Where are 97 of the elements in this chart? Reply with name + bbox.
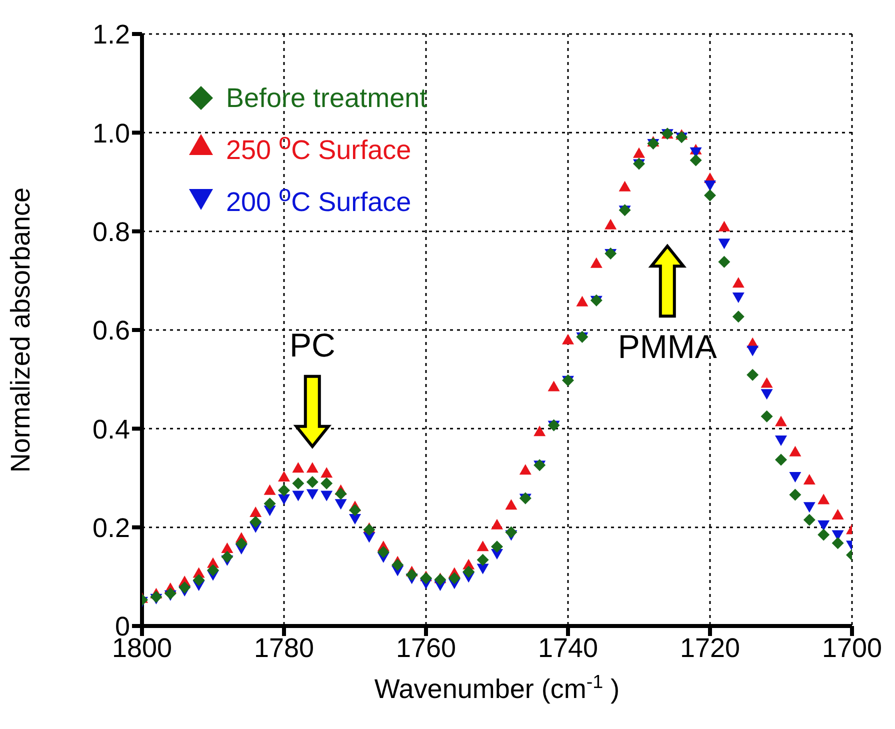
y-tick-label: 0.2 [92,512,130,543]
point [377,546,390,558]
legend-label: 200 $^{o}$C Surface [226,180,412,219]
point [491,540,503,553]
annotation: PMMA [618,328,717,366]
point [534,426,546,436]
point [320,467,333,478]
point [320,490,333,502]
point [789,488,802,501]
annotation: PC [289,326,336,364]
point [491,518,503,530]
point [392,558,404,571]
point [746,368,759,381]
point [178,582,191,594]
x-tick-label: 1780 [254,633,314,664]
point [775,416,787,426]
point [192,574,205,586]
point [292,462,304,473]
point [250,516,262,528]
point [718,220,730,232]
x-tick-label: 1700 [822,633,882,664]
point [746,346,759,356]
point [278,471,290,482]
legend-label: Before treatment [226,82,428,115]
point [476,540,489,552]
x-axis-title: Wavenumber (cm$^{-1}$) [374,672,620,704]
point [832,509,844,520]
point [519,464,532,475]
point [420,572,432,584]
point [349,504,361,516]
point [818,528,830,541]
point [363,524,376,536]
point [718,238,730,250]
point [306,462,318,473]
point [320,477,333,490]
point [264,484,276,495]
point [732,292,744,303]
point [803,514,816,526]
point [789,472,802,483]
point [292,477,304,490]
point [264,498,276,510]
point [505,526,518,538]
y-tick-label: 1.0 [92,118,130,148]
point [292,490,304,502]
point [462,566,475,578]
point [250,506,262,518]
point [775,436,787,446]
point [732,277,744,288]
point [207,564,219,576]
point [789,446,802,456]
point [775,454,787,466]
point [818,520,830,531]
point [803,474,816,484]
point [278,484,290,496]
point [406,568,418,581]
x-tick-label: 1720 [680,633,740,664]
point [476,554,489,566]
point [306,476,318,488]
point [732,310,744,323]
y-tick-label: 0.8 [92,216,130,247]
y-axis-title: Normalized absorbance [6,187,36,473]
point [221,542,234,554]
point [235,538,248,550]
legend-label: 250 $^{o}$C Surface [226,128,412,167]
point [448,572,460,584]
point [704,189,716,202]
point [760,377,773,388]
point [434,574,446,586]
point [349,514,361,524]
point [803,502,816,513]
point [562,334,574,344]
point [306,489,318,500]
point [590,257,602,268]
point [505,499,518,510]
point [150,590,162,603]
point [760,389,773,400]
point [548,380,560,392]
point [633,147,645,158]
point [704,180,716,191]
y-tick-label: 1.2 [92,20,130,50]
point [618,180,631,192]
point [718,256,730,268]
y-tick-label: 0.4 [92,414,130,444]
point [164,587,176,600]
point [832,537,844,550]
point [604,218,617,230]
point [690,154,702,166]
point [818,494,830,504]
x-tick-label: 1760 [396,633,456,664]
point [221,550,234,563]
point [334,499,347,510]
point [278,494,290,505]
point [760,410,773,422]
y-tick-label: 0.6 [92,316,130,346]
point [576,296,588,306]
point [334,488,347,500]
x-tick-label: 1740 [538,633,598,664]
